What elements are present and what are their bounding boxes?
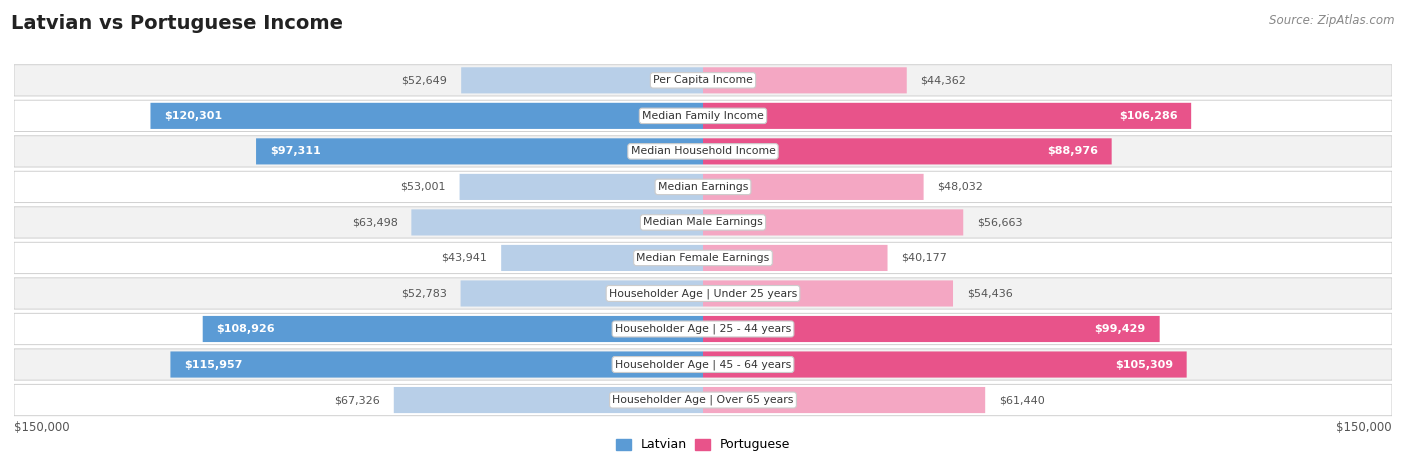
FancyBboxPatch shape bbox=[14, 136, 1392, 167]
Text: $44,362: $44,362 bbox=[921, 75, 966, 85]
Text: Median Family Income: Median Family Income bbox=[643, 111, 763, 121]
FancyBboxPatch shape bbox=[501, 245, 703, 271]
Text: $106,286: $106,286 bbox=[1119, 111, 1177, 121]
Text: $88,976: $88,976 bbox=[1047, 146, 1098, 156]
FancyBboxPatch shape bbox=[461, 67, 703, 93]
Text: $150,000: $150,000 bbox=[1336, 421, 1392, 434]
FancyBboxPatch shape bbox=[703, 209, 963, 235]
Text: $54,436: $54,436 bbox=[967, 289, 1012, 298]
FancyBboxPatch shape bbox=[703, 138, 1112, 164]
FancyBboxPatch shape bbox=[14, 313, 1392, 345]
Text: $40,177: $40,177 bbox=[901, 253, 948, 263]
Text: Per Capita Income: Per Capita Income bbox=[652, 75, 754, 85]
FancyBboxPatch shape bbox=[14, 278, 1392, 309]
Text: $67,326: $67,326 bbox=[335, 395, 380, 405]
FancyBboxPatch shape bbox=[703, 280, 953, 306]
Text: $120,301: $120,301 bbox=[165, 111, 222, 121]
Text: $61,440: $61,440 bbox=[1000, 395, 1045, 405]
FancyBboxPatch shape bbox=[703, 316, 1160, 342]
Text: $115,957: $115,957 bbox=[184, 360, 243, 369]
FancyBboxPatch shape bbox=[202, 316, 703, 342]
Text: $150,000: $150,000 bbox=[14, 421, 70, 434]
Text: $48,032: $48,032 bbox=[938, 182, 983, 192]
FancyBboxPatch shape bbox=[14, 349, 1392, 380]
FancyBboxPatch shape bbox=[14, 100, 1392, 132]
Text: $99,429: $99,429 bbox=[1095, 324, 1146, 334]
FancyBboxPatch shape bbox=[256, 138, 703, 164]
FancyBboxPatch shape bbox=[394, 387, 703, 413]
Text: Householder Age | Under 25 years: Householder Age | Under 25 years bbox=[609, 288, 797, 299]
Text: $105,309: $105,309 bbox=[1115, 360, 1173, 369]
FancyBboxPatch shape bbox=[14, 384, 1392, 416]
FancyBboxPatch shape bbox=[14, 65, 1392, 96]
Text: $52,783: $52,783 bbox=[401, 289, 447, 298]
FancyBboxPatch shape bbox=[14, 242, 1392, 274]
FancyBboxPatch shape bbox=[170, 352, 703, 378]
Text: $97,311: $97,311 bbox=[270, 146, 321, 156]
Text: $56,663: $56,663 bbox=[977, 218, 1022, 227]
Text: Householder Age | 45 - 64 years: Householder Age | 45 - 64 years bbox=[614, 359, 792, 370]
FancyBboxPatch shape bbox=[703, 387, 986, 413]
FancyBboxPatch shape bbox=[703, 245, 887, 271]
Text: Median Household Income: Median Household Income bbox=[630, 146, 776, 156]
FancyBboxPatch shape bbox=[703, 67, 907, 93]
Text: $52,649: $52,649 bbox=[402, 75, 447, 85]
FancyBboxPatch shape bbox=[14, 207, 1392, 238]
Text: Householder Age | Over 65 years: Householder Age | Over 65 years bbox=[612, 395, 794, 405]
FancyBboxPatch shape bbox=[14, 171, 1392, 203]
Text: Median Male Earnings: Median Male Earnings bbox=[643, 218, 763, 227]
FancyBboxPatch shape bbox=[412, 209, 703, 235]
Text: Source: ZipAtlas.com: Source: ZipAtlas.com bbox=[1270, 14, 1395, 27]
FancyBboxPatch shape bbox=[460, 174, 703, 200]
Text: Median Earnings: Median Earnings bbox=[658, 182, 748, 192]
FancyBboxPatch shape bbox=[703, 103, 1191, 129]
Text: Householder Age | 25 - 44 years: Householder Age | 25 - 44 years bbox=[614, 324, 792, 334]
FancyBboxPatch shape bbox=[703, 174, 924, 200]
Text: $108,926: $108,926 bbox=[217, 324, 276, 334]
Text: $43,941: $43,941 bbox=[441, 253, 488, 263]
FancyBboxPatch shape bbox=[150, 103, 703, 129]
FancyBboxPatch shape bbox=[703, 352, 1187, 378]
Text: $63,498: $63,498 bbox=[352, 218, 398, 227]
Text: Latvian vs Portuguese Income: Latvian vs Portuguese Income bbox=[11, 14, 343, 33]
Text: Median Female Earnings: Median Female Earnings bbox=[637, 253, 769, 263]
Text: $53,001: $53,001 bbox=[401, 182, 446, 192]
Legend: Latvian, Portuguese: Latvian, Portuguese bbox=[612, 435, 794, 455]
FancyBboxPatch shape bbox=[461, 280, 703, 306]
